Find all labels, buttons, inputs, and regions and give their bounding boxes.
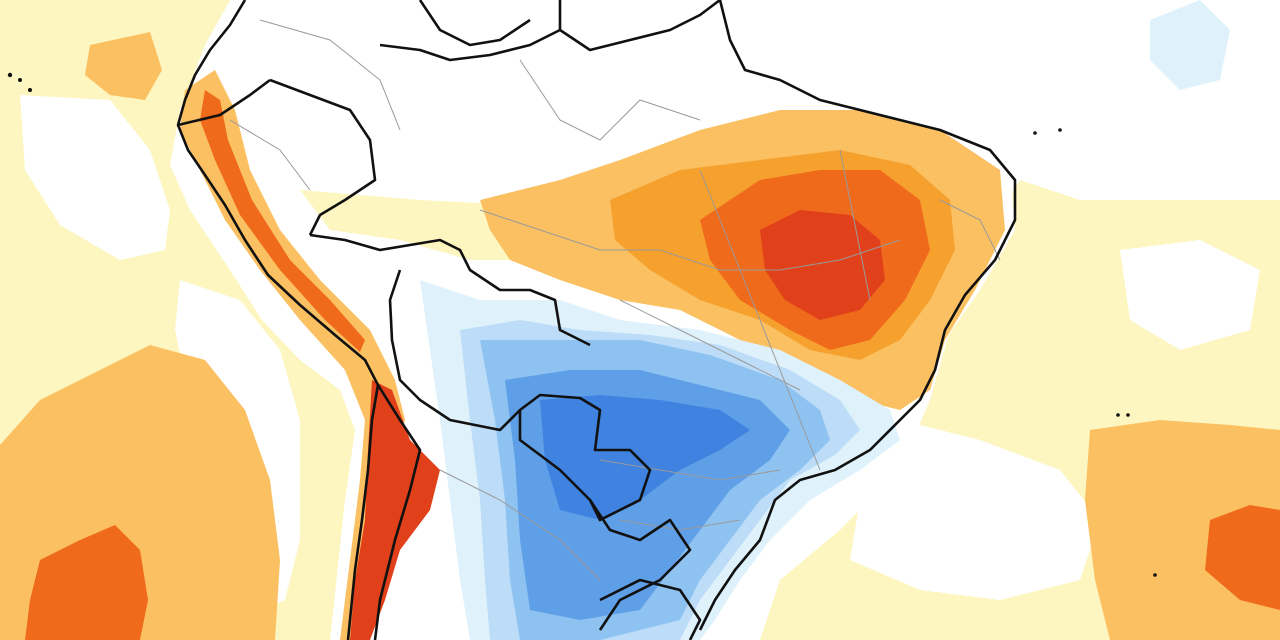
atlantic-pale-blue-north bbox=[1150, 0, 1230, 90]
island-dot bbox=[18, 78, 22, 82]
border-chile-argentina bbox=[373, 384, 422, 640]
border-paraguay bbox=[518, 393, 652, 522]
pacific-white-patch bbox=[20, 95, 170, 260]
state-border bbox=[619, 519, 741, 531]
continent-anomaly-layer bbox=[180, 0, 1015, 640]
atlantic-white-patch-2 bbox=[1120, 240, 1260, 350]
pacific-orange-patch-north bbox=[85, 32, 162, 100]
coastline-pacific bbox=[176, 0, 380, 640]
atlantic-white-patch bbox=[850, 420, 1100, 600]
border-peru-brazil bbox=[309, 233, 591, 347]
border-venezuela-guyana bbox=[418, 0, 531, 47]
island-dot bbox=[1058, 128, 1062, 132]
state-border bbox=[699, 169, 821, 471]
state-border bbox=[259, 19, 401, 131]
state-border-layer bbox=[229, 19, 1001, 581]
border-venezuela-brazil bbox=[379, 28, 561, 62]
state-border bbox=[229, 119, 311, 191]
island-dot bbox=[28, 88, 32, 92]
border-bolivia bbox=[388, 269, 521, 432]
state-border bbox=[599, 459, 781, 481]
state-border bbox=[619, 299, 801, 391]
country-border-layer bbox=[176, 0, 1017, 640]
border-colombia-brazil bbox=[269, 78, 377, 236]
south-cold-deep-blue-zone bbox=[540, 395, 750, 520]
border-uruguay bbox=[599, 578, 702, 640]
andes-warm-strip bbox=[180, 70, 405, 640]
island-dot bbox=[1153, 573, 1157, 577]
state-border bbox=[519, 59, 701, 141]
chile-red-strip bbox=[350, 380, 440, 640]
north-brazil-red-core bbox=[760, 210, 885, 320]
state-border bbox=[439, 469, 601, 581]
coastline-atlantic bbox=[698, 0, 1017, 631]
border-ecuador-peru bbox=[177, 78, 271, 127]
border-argentina-brazil bbox=[588, 499, 692, 631]
atlantic-deep-orange bbox=[1205, 505, 1280, 610]
island-dot bbox=[1033, 131, 1037, 135]
island-dot bbox=[1126, 413, 1130, 417]
state-border bbox=[939, 199, 1001, 261]
island-dot bbox=[7, 72, 13, 78]
state-border bbox=[839, 149, 871, 301]
pacific-deep-orange bbox=[25, 525, 148, 640]
state-border bbox=[479, 209, 901, 271]
island-dot bbox=[1116, 413, 1120, 417]
island-markers bbox=[7, 72, 1157, 577]
